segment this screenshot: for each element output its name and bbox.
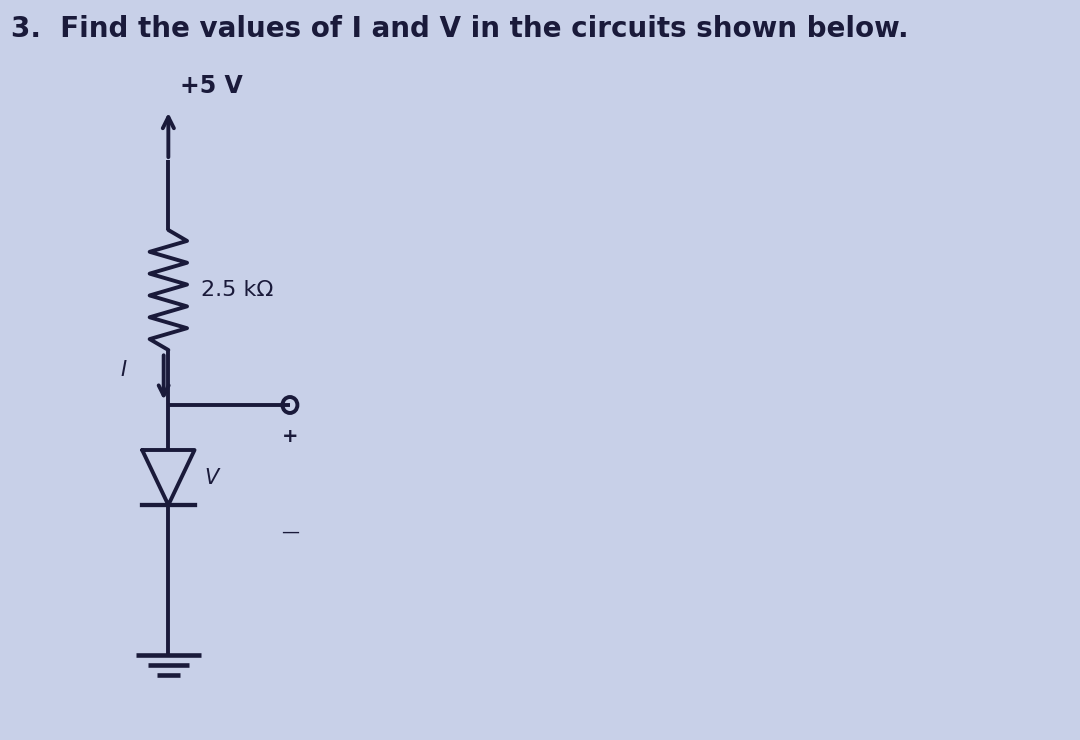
Text: V: V [204,468,218,488]
Text: +5 V: +5 V [179,74,242,98]
Text: +: + [282,427,298,446]
Text: 2.5 kΩ: 2.5 kΩ [201,280,273,300]
Text: —: — [281,523,299,541]
Text: I: I [120,360,126,380]
Text: 3.  Find the values of I and V in the circuits shown below.: 3. Find the values of I and V in the cir… [11,15,909,43]
